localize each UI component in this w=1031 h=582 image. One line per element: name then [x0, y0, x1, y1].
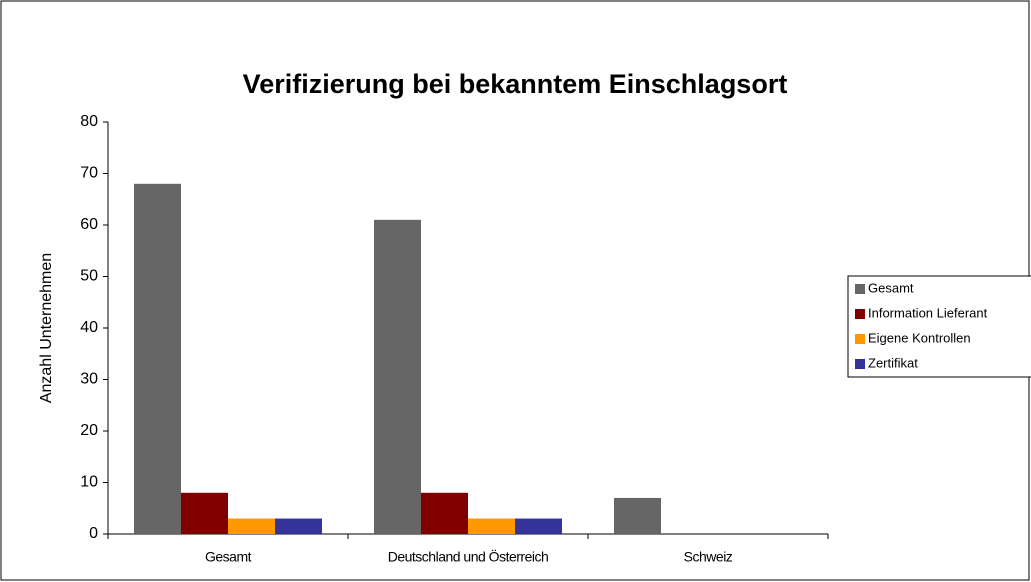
x-tick-label: Schweiz: [684, 549, 733, 565]
y-axis-label: Anzahl Unternehmen: [38, 253, 55, 403]
bar: [515, 518, 562, 534]
y-tick-label: 60: [80, 216, 98, 233]
legend-swatch: [855, 334, 865, 344]
legend-label: Eigene Kontrollen: [868, 330, 971, 345]
bar: [374, 219, 421, 534]
legend-swatch: [855, 359, 865, 369]
y-tick-label: 0: [89, 525, 98, 542]
bar: [134, 183, 181, 535]
bar: [275, 518, 322, 534]
bar: [614, 497, 661, 534]
legend-label: Information Lieferant: [868, 305, 988, 320]
legend-swatch: [855, 309, 865, 319]
bar: [468, 518, 515, 534]
legend-label: Zertifikat: [868, 355, 918, 370]
y-tick-label: 70: [80, 165, 98, 182]
x-tick-label: Gesamt: [205, 549, 252, 565]
y-tick-label: 50: [80, 268, 98, 285]
y-tick-label: 30: [80, 371, 98, 388]
bar: [228, 518, 275, 534]
y-tick-label: 40: [80, 319, 98, 336]
legend-swatch: [855, 284, 865, 294]
y-tick-label: 10: [80, 474, 98, 491]
chart-title: Verifizierung bei bekanntem Einschlagsor…: [243, 69, 788, 99]
y-tick-label: 80: [80, 113, 98, 130]
x-tick-label: Deutschland und Österreich: [388, 548, 549, 565]
bar: [421, 492, 468, 534]
y-tick-label: 20: [80, 422, 98, 439]
bar: [181, 492, 228, 534]
legend-box: [847, 275, 1031, 378]
legend-label: Gesamt: [868, 280, 914, 295]
